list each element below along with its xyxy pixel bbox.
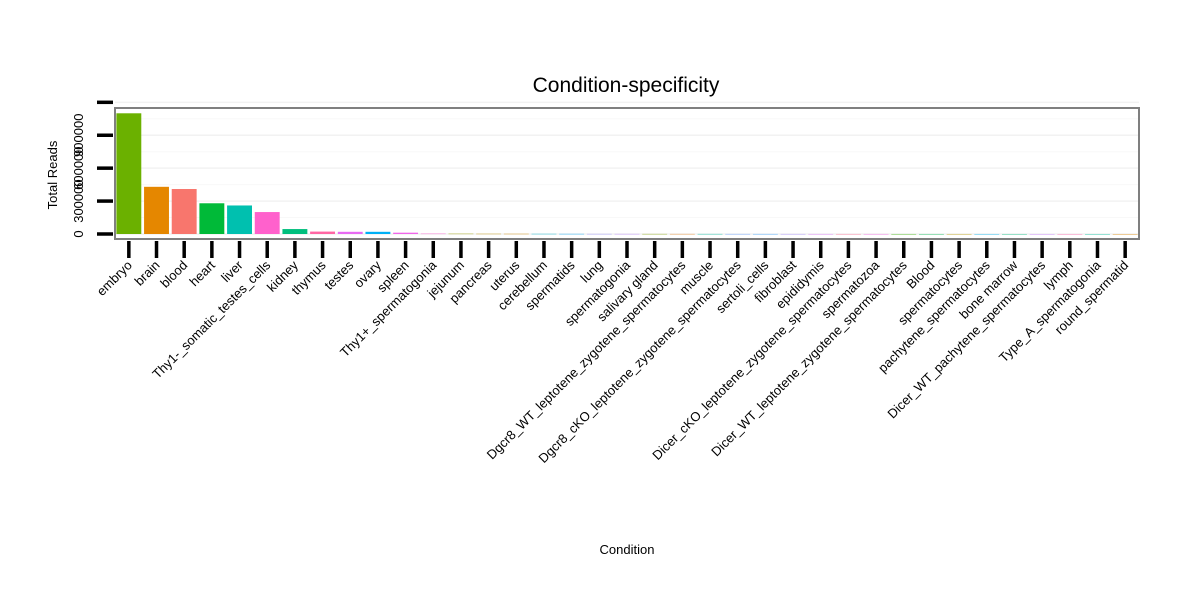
y-tick-label: 900000 (71, 114, 86, 157)
bar (116, 113, 142, 234)
bars (116, 113, 1138, 235)
plot-border (114, 107, 1140, 240)
y-axis-title: Total Reads (45, 140, 60, 209)
bar (199, 203, 225, 234)
bar (310, 231, 336, 234)
x-tick-label: testes (321, 257, 356, 292)
bar (365, 231, 391, 234)
x-tick-label: embryo (94, 258, 135, 299)
x-tick-label: brain (132, 258, 163, 289)
bar (282, 229, 308, 234)
bar (171, 189, 197, 234)
chart-title: Condition-specificity (533, 74, 720, 97)
y-tick-label: 300000 (71, 179, 86, 222)
y-tick-label: 600000 (71, 146, 86, 189)
y-tick-label: 0 (71, 230, 86, 237)
bar (144, 186, 169, 234)
bar (337, 231, 363, 234)
bar (254, 212, 280, 234)
bar (227, 205, 252, 234)
x-tick-label: heart (186, 257, 218, 289)
x-tick-label: blood (157, 258, 190, 291)
bar (393, 232, 419, 234)
x-axis-title: Condition (600, 542, 655, 557)
